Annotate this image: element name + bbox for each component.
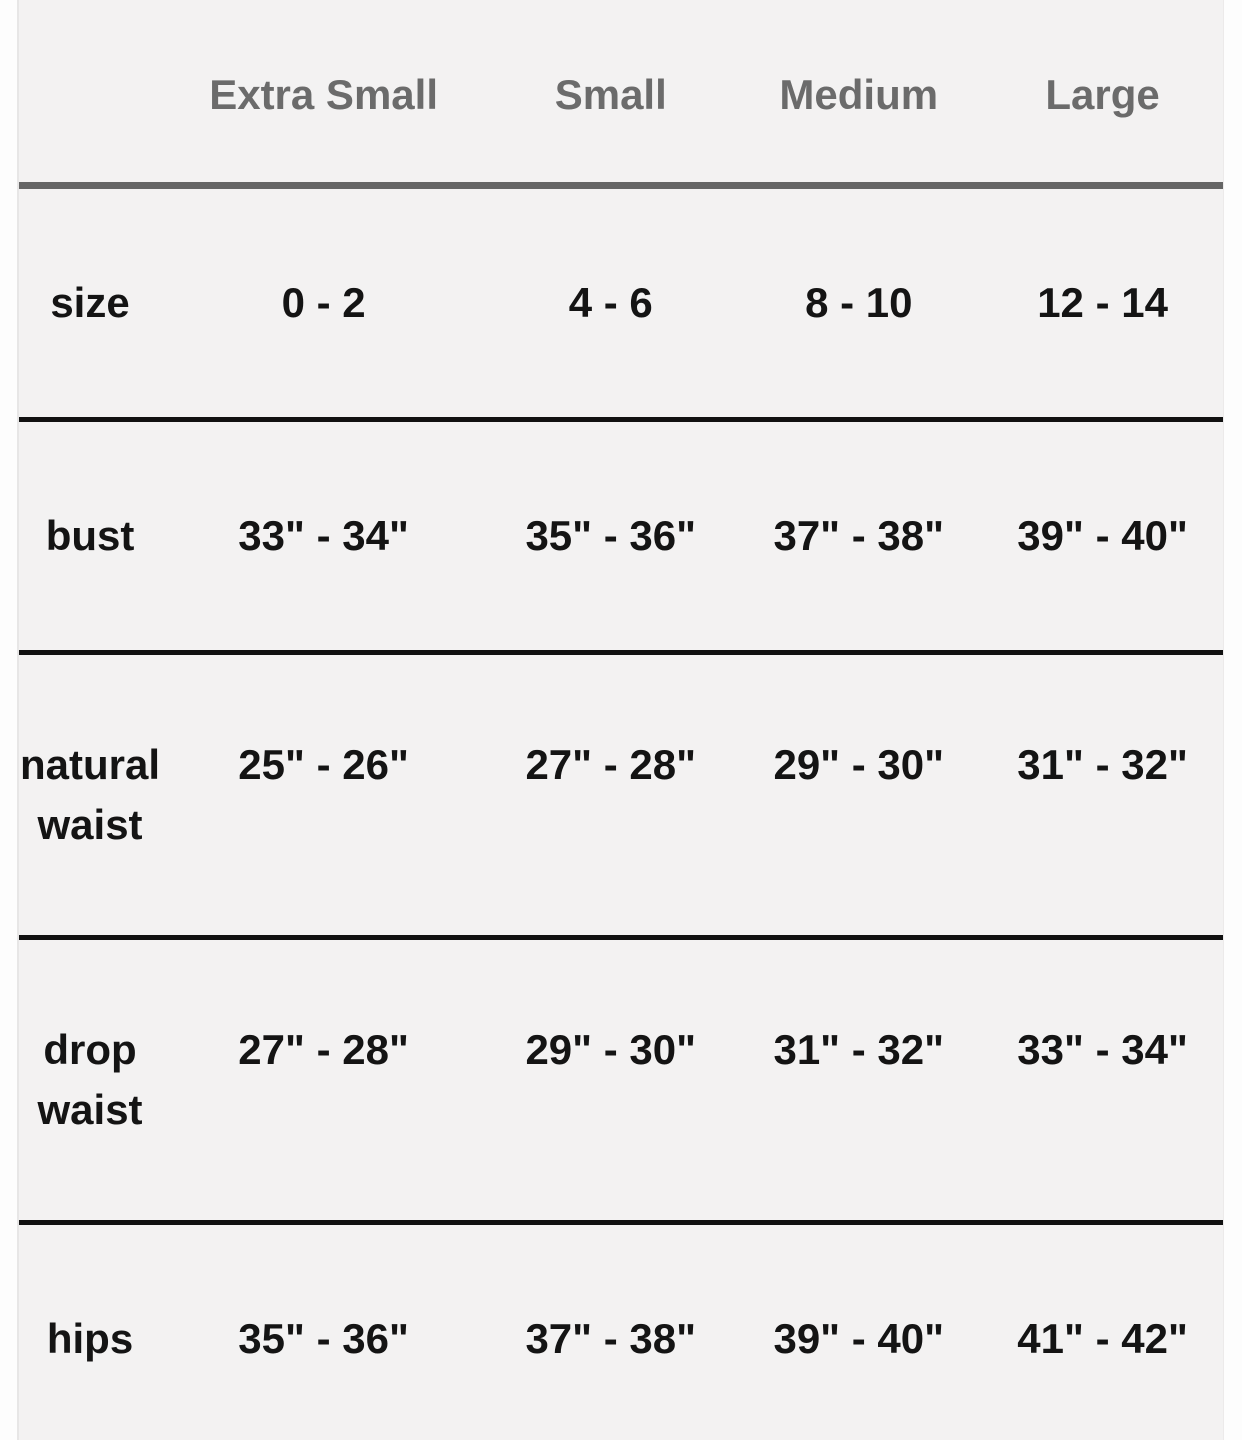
row-label-natural-waist: natural waist: [19, 652, 162, 940]
table-row-bust: bust 33" - 34" 35" - 36" 37" - 38" 39" -…: [19, 419, 1223, 655]
cell-natural-waist-small: 27" - 28": [486, 652, 736, 940]
column-header-large: Large: [982, 0, 1223, 189]
cell-bust-extra-small: 33" - 34": [161, 419, 487, 655]
cell-bust-medium: 37" - 38": [735, 419, 983, 655]
cell-drop-waist-extra-small: 27" - 28": [161, 937, 487, 1225]
cell-size-small: 4 - 6: [486, 185, 736, 422]
column-header-medium: Medium: [735, 0, 983, 189]
cell-hips-extra-small: 35" - 36": [161, 1222, 487, 1440]
cell-natural-waist-large: 31" - 32": [982, 652, 1223, 940]
size-chart-card: Extra Small Small Medium Large size 0 - …: [17, 0, 1224, 1440]
cell-hips-large: 41" - 42": [982, 1222, 1223, 1440]
cell-size-extra-small: 0 - 2: [161, 185, 487, 422]
cell-drop-waist-medium: 31" - 32": [735, 937, 983, 1225]
cell-size-medium: 8 - 10: [735, 185, 983, 422]
size-chart-table: Extra Small Small Medium Large size 0 - …: [19, 0, 1223, 1440]
table-row-hips: hips 35" - 36" 37" - 38" 39" - 40" 41" -…: [19, 1222, 1223, 1440]
cell-natural-waist-medium: 29" - 30": [735, 652, 983, 940]
table-row-size: size 0 - 2 4 - 6 8 - 10 12 - 14: [19, 185, 1223, 422]
cell-hips-small: 37" - 38": [486, 1222, 736, 1440]
corner-cell: [19, 0, 162, 189]
row-label-drop-waist: drop waist: [19, 937, 162, 1225]
column-header-small: Small: [486, 0, 736, 189]
row-label-bust: bust: [19, 419, 162, 655]
cell-natural-waist-extra-small: 25" - 26": [161, 652, 487, 940]
cell-hips-medium: 39" - 40": [735, 1222, 983, 1440]
cell-drop-waist-small: 29" - 30": [486, 937, 736, 1225]
column-header-extra-small: Extra Small: [161, 0, 487, 189]
row-label-size: size: [19, 185, 162, 422]
cell-size-large: 12 - 14: [982, 185, 1223, 422]
header-row: Extra Small Small Medium Large: [19, 0, 1223, 189]
cell-drop-waist-large: 33" - 34": [982, 937, 1223, 1225]
cell-bust-small: 35" - 36": [486, 419, 736, 655]
cell-bust-large: 39" - 40": [982, 419, 1223, 655]
row-label-hips: hips: [19, 1222, 162, 1440]
table-row-drop-waist: drop waist 27" - 28" 29" - 30" 31" - 32"…: [19, 937, 1223, 1225]
table-row-natural-waist: natural waist 25" - 26" 27" - 28" 29" - …: [19, 652, 1223, 940]
